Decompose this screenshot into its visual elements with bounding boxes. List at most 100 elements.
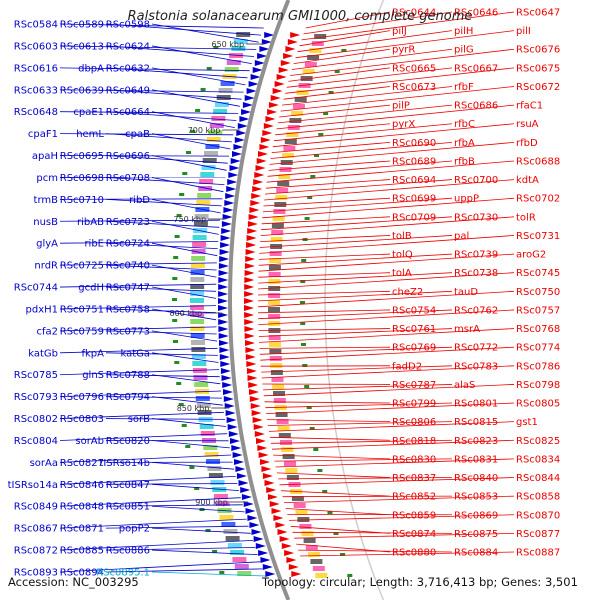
right-gene-label[interactable]: RSc0805: [516, 399, 560, 410]
left-gene-label[interactable]: RSc0871: [60, 524, 104, 535]
left-gene-label[interactable]: tISRso14b: [99, 458, 150, 469]
right-gene-label[interactable]: RSc0875: [454, 529, 498, 540]
right-gene-label[interactable]: tolB: [392, 231, 412, 242]
left-gene-label[interactable]: RSc0633: [14, 85, 58, 96]
left-gene-label[interactable]: RSc0803: [60, 414, 104, 425]
left-gene-label[interactable]: pdxH1: [26, 304, 59, 315]
left-gene-label[interactable]: trmB: [34, 195, 59, 206]
right-gene-label[interactable]: alaS: [454, 380, 475, 391]
right-gene-label[interactable]: RSc0799: [392, 399, 436, 410]
left-gene-label[interactable]: apaH: [32, 151, 58, 162]
right-gene-label[interactable]: rfbA: [454, 138, 475, 149]
right-gene-label[interactable]: RSc0831: [454, 454, 498, 465]
left-gene-label[interactable]: RSc0785: [14, 370, 58, 381]
right-gene-label[interactable]: RSc0665: [392, 63, 436, 74]
right-gene-label[interactable]: RSc0834: [516, 454, 560, 465]
left-gene-label[interactable]: RSc0886: [106, 546, 150, 557]
right-gene-label[interactable]: RSc0761: [392, 324, 436, 335]
right-gene-label[interactable]: RSc0768: [516, 324, 560, 335]
right-gene-label[interactable]: RSc0688: [516, 156, 560, 167]
left-gene-label[interactable]: RSc0793: [14, 392, 58, 403]
right-gene-label[interactable]: RSc0730: [454, 212, 498, 223]
right-gene-label[interactable]: RSc0801: [454, 399, 498, 410]
left-gene-label[interactable]: popP2: [119, 524, 150, 535]
left-gene-label[interactable]: RSc0893: [14, 568, 58, 579]
right-gene-label[interactable]: RSc0769: [392, 343, 436, 354]
right-gene-label[interactable]: RSc0690: [392, 138, 436, 149]
right-gene-label[interactable]: RSc0837: [392, 473, 436, 484]
left-gene-label[interactable]: glnS: [82, 370, 104, 381]
right-gene-label[interactable]: RSc0877: [516, 529, 560, 540]
right-gene-label[interactable]: tauD: [454, 287, 478, 298]
right-gene-label[interactable]: cheZ2: [392, 287, 423, 298]
right-gene-label[interactable]: RSc0709: [392, 212, 436, 223]
right-gene-label[interactable]: RSc0667: [454, 63, 498, 74]
left-gene-label[interactable]: RSc0804: [14, 436, 58, 447]
left-gene-label[interactable]: RSc0827: [60, 458, 104, 469]
left-gene-label[interactable]: RSc0698: [60, 173, 104, 184]
left-gene-label[interactable]: fkpA: [82, 348, 105, 359]
left-gene-label[interactable]: RSc0849: [14, 502, 58, 513]
left-gene-label[interactable]: dbpA: [78, 63, 104, 74]
right-gene-label[interactable]: RSc0840: [454, 473, 498, 484]
right-gene-label[interactable]: RSc0754: [392, 305, 436, 316]
right-gene-label[interactable]: RSc0786: [516, 361, 560, 372]
left-gene-label[interactable]: gcdH: [78, 283, 104, 294]
right-gene-label[interactable]: RSc0644: [392, 8, 436, 19]
left-gene-label[interactable]: RSc0708: [106, 173, 150, 184]
right-gene-label[interactable]: RSc0869: [454, 510, 498, 521]
left-gene-label[interactable]: RSc0613: [60, 41, 104, 52]
left-gene-label[interactable]: RSc0598: [106, 20, 150, 31]
right-gene-label[interactable]: rfbB: [454, 156, 475, 167]
left-gene-label[interactable]: cfa2: [36, 326, 58, 337]
right-gene-label[interactable]: RSc0731: [516, 231, 560, 242]
right-gene-label[interactable]: pilJ: [392, 26, 407, 37]
left-gene-label[interactable]: RSc0649: [106, 85, 150, 96]
left-gene-label[interactable]: RSc0639: [60, 85, 104, 96]
left-gene-label[interactable]: RSc0648: [14, 107, 58, 118]
left-gene-label[interactable]: RSc0885: [60, 546, 104, 557]
right-gene-label[interactable]: RSc0783: [454, 361, 498, 372]
right-gene-label[interactable]: RSc0774: [516, 343, 560, 354]
right-gene-label[interactable]: pilH: [454, 26, 473, 37]
right-gene-label[interactable]: uppP: [454, 194, 479, 205]
right-gene-label[interactable]: tolR: [516, 212, 536, 223]
right-gene-label[interactable]: kdtA: [516, 175, 539, 186]
right-gene-label[interactable]: pyrX: [392, 119, 415, 130]
right-gene-label[interactable]: pilP: [392, 101, 410, 112]
right-gene-label[interactable]: rfbF: [454, 82, 474, 93]
right-gene-label[interactable]: RSc0738: [454, 268, 498, 279]
left-gene-label[interactable]: RSc0867: [14, 524, 58, 535]
right-gene-label[interactable]: gst1: [516, 417, 538, 428]
left-gene-label[interactable]: RSc0773: [106, 326, 150, 337]
left-gene-label[interactable]: tISRso14a: [8, 480, 58, 491]
right-gene-label[interactable]: RSc0673: [392, 82, 436, 93]
left-gene-label[interactable]: nrdR: [34, 261, 58, 272]
right-gene-label[interactable]: pal: [454, 231, 469, 242]
right-gene-label[interactable]: RSc0844: [516, 473, 560, 484]
right-gene-label[interactable]: fadD2: [392, 361, 422, 372]
right-gene-label[interactable]: RSc0750: [516, 287, 560, 298]
right-gene-label[interactable]: rfaC1: [516, 101, 543, 112]
left-gene-label[interactable]: ribAB: [77, 217, 104, 228]
right-gene-label[interactable]: RSc0702: [516, 194, 560, 205]
left-gene-label[interactable]: RSc0725: [60, 261, 104, 272]
right-gene-label[interactable]: RSc0830: [392, 454, 436, 465]
left-gene-label[interactable]: sorAa: [30, 458, 58, 469]
right-gene-label[interactable]: RSc0880: [392, 548, 436, 559]
left-gene-label[interactable]: katGa: [120, 348, 150, 359]
left-gene-label[interactable]: RSc0740: [106, 261, 150, 272]
left-gene-label[interactable]: RSc0796: [60, 392, 104, 403]
left-gene-label[interactable]: RSc0872: [14, 546, 58, 557]
right-gene-label[interactable]: RSc0739: [454, 250, 498, 261]
left-gene-label[interactable]: RSc0848: [60, 502, 104, 513]
right-gene-label[interactable]: pilI: [516, 26, 531, 37]
right-gene-label[interactable]: rfbC: [454, 119, 475, 130]
right-gene-label[interactable]: tolA: [392, 268, 412, 279]
right-gene-label[interactable]: RSc0853: [454, 492, 498, 503]
left-gene-label[interactable]: ribD: [129, 195, 150, 206]
left-gene-label[interactable]: ribE: [84, 239, 104, 250]
right-gene-label[interactable]: RSc0676: [516, 45, 560, 56]
left-gene-label[interactable]: RSc0747: [106, 283, 150, 294]
left-gene-label[interactable]: nusB: [33, 217, 58, 228]
